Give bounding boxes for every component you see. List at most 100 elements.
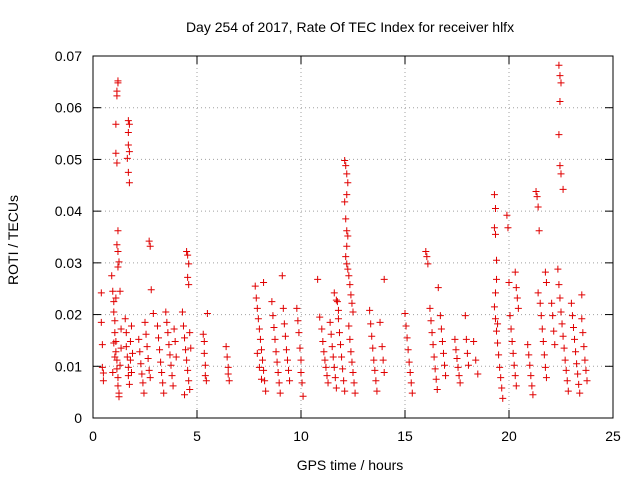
data-point [149,310,157,318]
data-point [493,256,501,264]
data-point [202,377,210,385]
data-point [139,379,147,387]
data-point [110,339,118,347]
data-point [470,337,478,345]
data-point [555,281,563,289]
data-point [140,389,148,397]
data-point [276,389,284,397]
data-point [333,298,341,306]
data-point [511,268,519,276]
data-point [513,294,521,302]
data-point [378,343,386,351]
data-point [343,191,351,199]
data-point [493,275,501,283]
data-point [170,325,178,333]
data-point [533,193,541,201]
data-points [97,61,591,402]
y-tick-label: 0.03 [55,255,82,271]
data-point [114,382,122,390]
data-point [540,351,548,359]
data-point [125,179,133,187]
data-point [253,304,261,312]
data-point [172,353,180,361]
data-point [347,348,355,356]
x-tick-label: 25 [605,428,621,444]
data-point [494,339,502,347]
data-point [562,366,570,374]
data-point [341,387,349,395]
data-point [262,387,270,395]
data-point [109,287,117,295]
data-point [578,291,586,299]
data-point [183,247,191,255]
data-point [338,353,346,361]
data-point [253,349,261,357]
data-point [294,317,302,325]
data-point [186,386,194,394]
data-point [557,79,565,87]
data-point [117,344,125,352]
data-point [125,120,133,128]
data-point [110,298,118,306]
data-point [401,310,409,318]
data-point [349,308,357,316]
data-point [559,332,567,340]
data-point [463,349,471,357]
data-point [316,313,324,321]
data-point [296,344,304,352]
data-point [464,361,472,369]
data-point [555,61,563,69]
data-point [424,260,432,268]
data-point [112,348,120,356]
data-point [97,289,105,297]
data-point [98,363,106,371]
data-point [123,154,131,162]
data-point [124,117,132,125]
data-point [274,368,282,376]
data-point [506,312,514,320]
data-point [259,356,267,364]
data-point [345,272,353,280]
data-point [451,335,459,343]
data-point [260,279,268,287]
data-point [346,335,354,343]
y-tick-label: 0.06 [55,100,82,116]
data-point [115,258,123,266]
data-point [225,377,233,385]
data-point [343,260,351,268]
data-point [145,366,153,374]
data-point [335,329,343,337]
data-point [282,346,290,354]
data-point [156,346,164,354]
data-point [528,382,536,390]
data-point [113,159,121,167]
x-tick-label: 20 [501,428,517,444]
data-point [512,382,520,390]
data-point [323,372,331,380]
data-point [491,289,499,297]
data-point [163,318,171,326]
data-point [560,344,568,352]
data-point [472,356,480,364]
data-point [408,389,416,397]
x-tick-label: 5 [193,428,201,444]
y-tick-label: 0.02 [55,307,82,323]
data-point [116,287,124,295]
data-point [252,294,260,302]
data-point [187,344,195,352]
data-point [575,380,583,388]
data-point [184,366,192,374]
data-point [348,299,356,307]
data-point [114,374,122,382]
data-point [332,296,340,304]
data-point [340,377,348,385]
data-point [153,322,161,330]
data-point [111,317,119,325]
data-point [186,329,194,337]
y-axis-label: ROTI / TECUs [5,195,21,285]
data-point [334,306,342,314]
data-point [366,306,374,314]
data-point [490,191,498,199]
data-point [498,384,506,392]
